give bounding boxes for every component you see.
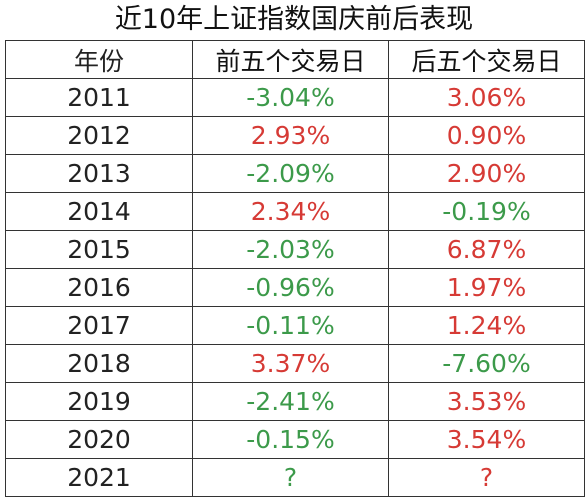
table-row: 2011 -3.04% 3.06% <box>5 78 585 117</box>
year-cell: 2016 <box>5 268 193 307</box>
table-row: 2021?? <box>5 458 585 497</box>
table-body: 2011 -3.04% 3.06% 2012 2.93% 0.90% 2013 -2.09% 2… <box>5 78 585 497</box>
after-holiday-cell: 1.24% <box>388 306 585 345</box>
year-cell: 2019 <box>5 382 193 421</box>
before-holiday-cell: -0.96% <box>192 268 389 307</box>
table-row: 2017 -0.11% 1.24% <box>5 306 585 345</box>
before-holiday-cell: ? <box>192 458 389 497</box>
year-cell: 2014 <box>5 192 193 231</box>
year-cell: 2021 <box>5 458 193 497</box>
table-row: 2014 2.34% -0.19% <box>5 192 585 231</box>
before-holiday-cell: -0.11% <box>192 306 389 345</box>
table-row: 2013 -2.09% 2.90% <box>5 154 585 193</box>
after-holiday-cell: -0.19% <box>388 192 585 231</box>
before-holiday-cell: -2.41% <box>192 382 389 421</box>
year-cell: 2020 <box>5 420 193 459</box>
after-holiday-cell: 3.06% <box>388 78 585 117</box>
header-row: 年份 前五个交易日 后五个交易日 <box>5 40 585 79</box>
before-holiday-cell: -2.03% <box>192 230 389 269</box>
year-cell: 2018 <box>5 344 193 383</box>
after-holiday-cell: -7.60% <box>388 344 585 383</box>
table-row: 2019 -2.41% 3.53% <box>5 382 585 421</box>
header-year: 年份 <box>5 40 193 79</box>
after-holiday-cell: 3.54% <box>388 420 585 459</box>
table-row: 2018 3.37% -7.60% <box>5 344 585 383</box>
table-row: 2016 -0.96% 1.97% <box>5 268 585 307</box>
table-row: 2020 -0.15% 3.54% <box>5 420 585 459</box>
before-holiday-cell: -2.09% <box>192 154 389 193</box>
after-holiday-cell: 6.87% <box>388 230 585 269</box>
before-holiday-cell: -3.04% <box>192 78 389 117</box>
table-title: 近10年上证指数国庆前后表现 <box>114 4 474 35</box>
returns-table: 年份 前五个交易日 后五个交易日 2011 -3.04% 3.06% 2012 2.93… <box>5 40 585 497</box>
after-holiday-cell: 1.97% <box>388 268 585 307</box>
after-holiday-cell: 2.90% <box>388 154 585 193</box>
header-before: 前五个交易日 <box>192 40 389 79</box>
header-after: 后五个交易日 <box>388 40 585 79</box>
year-cell: 2017 <box>5 306 193 345</box>
before-holiday-cell: 2.34% <box>192 192 389 231</box>
after-holiday-cell: 3.53% <box>388 382 585 421</box>
before-holiday-cell: 3.37% <box>192 344 389 383</box>
after-holiday-cell: ? <box>388 458 585 497</box>
year-cell: 2011 <box>5 78 193 117</box>
year-cell: 2015 <box>5 230 193 269</box>
year-cell: 2013 <box>5 154 193 193</box>
table-row: 2012 2.93% 0.90% <box>5 116 585 155</box>
after-holiday-cell: 0.90% <box>388 116 585 155</box>
year-cell: 2012 <box>5 116 193 155</box>
before-holiday-cell: -0.15% <box>192 420 389 459</box>
before-holiday-cell: 2.93% <box>192 116 389 155</box>
table-row: 2015 -2.03% 6.87% <box>5 230 585 269</box>
